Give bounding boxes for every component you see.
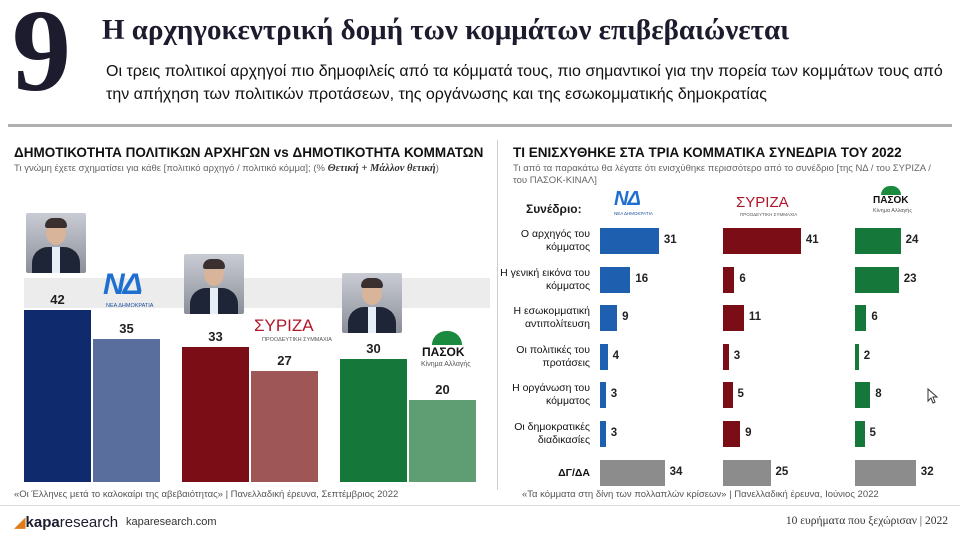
bar-value-0-1: 16	[635, 272, 649, 285]
mouse-cursor-icon	[927, 388, 939, 404]
bar-value-2-3: 2	[863, 349, 871, 362]
leader-value-2: 30	[366, 341, 381, 356]
bar-value-2-0: 24	[905, 234, 919, 246]
bar-value-2-4: 8	[875, 388, 882, 401]
bar-value-1-3: 3	[733, 349, 741, 362]
leader-photo-syriza	[184, 254, 244, 314]
category-label-3: Οι πολιτικές του προτάσεις	[516, 343, 590, 369]
leader-bar-0	[24, 309, 91, 482]
category-label-5: Οι δημοκρατικές διαδικασίες	[514, 421, 590, 446]
bar-value-0-5: 3	[610, 427, 618, 439]
bar-value-1-0: 41	[805, 234, 819, 246]
brand-logo: ◢kaparesearch	[14, 514, 119, 531]
bar-0-6	[600, 459, 665, 486]
party-bar-2	[409, 400, 476, 482]
category-label-2: Η εσωκομματική αντιπολίτευση	[513, 305, 590, 331]
leader-value-0: 42	[50, 291, 65, 307]
category-label-6: ΔΓ/ΔΑ	[558, 466, 590, 479]
leader-photo-nd	[26, 213, 86, 273]
bar-0-3	[600, 343, 608, 370]
bar-1-2	[723, 305, 744, 332]
category-label-4: Η οργάνωση του κόμματος	[512, 382, 590, 408]
party-value-1: 27	[277, 353, 292, 369]
bar-value-1-5: 9	[745, 427, 752, 439]
category-label-1: Η γενική εικόνα του κόμματος	[500, 266, 590, 292]
left-chart-source: «Οι Έλληνες μετά το καλοκαίρι της αβεβαι…	[14, 489, 399, 500]
brand-url[interactable]: kaparesearch.com	[126, 516, 217, 528]
section-separator	[497, 140, 498, 490]
party-value-2: 20	[435, 382, 450, 397]
congress-label: Συνέδριο:	[526, 202, 582, 216]
bar-1-6	[723, 459, 771, 486]
chart-background-band	[24, 278, 490, 308]
footer-divider	[0, 505, 960, 506]
bar-value-2-2: 6	[871, 311, 878, 324]
bar-0-0	[600, 228, 659, 254]
party-value-0: 35	[119, 320, 134, 336]
bar-value-0-0: 31	[663, 234, 677, 246]
bar-value-0-3: 4	[612, 349, 619, 362]
bar-2-1	[855, 266, 899, 293]
bar-0-5	[600, 421, 606, 447]
left-chart-question: Τι γνώμη έχετε σχηματίσει για κάθε [πολι…	[14, 163, 439, 174]
bar-2-0	[855, 228, 901, 254]
leader-bar-1	[182, 346, 249, 482]
bar-value-0-6: 34	[669, 465, 683, 478]
bar-0-4	[600, 382, 606, 409]
bar-1-3	[723, 343, 729, 370]
leader-bar-2	[340, 359, 407, 482]
category-label-0: Ο αρχηγός του κόμματος	[520, 228, 590, 253]
bar-2-5	[855, 421, 865, 447]
bar-2-2	[855, 305, 867, 332]
bar-value-1-2: 11	[748, 311, 762, 324]
right-chart-source: «Τα κόμματα στη δίνη των πολλαπλών κρίσε…	[522, 489, 879, 500]
bar-0-2	[600, 305, 618, 332]
page-subtitle: Οι τρεις πολιτικοί αρχηγοί πιο δημοφιλεί…	[106, 63, 943, 103]
left-chart-title: ΔΗΜΟΤΙΚΟΤΗΤΑ ΠΟΛΙΤΙΚΩΝ ΑΡΧΗΓΩΝ vs ΔΗΜΟΤΙ…	[14, 145, 484, 160]
bar-1-1	[723, 266, 735, 293]
finding-number: 9	[12, 0, 71, 116]
party-bar-1	[251, 371, 318, 482]
bar-value-2-5: 5	[869, 427, 876, 439]
bar-1-0	[723, 228, 801, 254]
bar-value-2-1: 23	[903, 272, 917, 285]
bar-0-1	[600, 266, 631, 293]
bar-2-4	[855, 382, 871, 409]
bar-value-0-2: 9	[622, 311, 629, 324]
bar-value-2-6: 32	[920, 465, 934, 478]
bar-value-1-1: 6	[739, 272, 746, 285]
bar-2-3	[855, 343, 859, 370]
bar-1-5	[723, 421, 741, 447]
leader-value-1: 33	[208, 328, 223, 344]
bar-value-1-6: 25	[775, 465, 789, 478]
footer-series-label: 10 ευρήματα που ξεχώρισαν | 2022	[785, 515, 948, 527]
bar-2-6	[855, 459, 916, 486]
party-bar-0	[93, 338, 160, 482]
header-divider	[8, 124, 952, 127]
bar-1-4	[723, 382, 733, 409]
right-chart-question: Τι από τα παρακάτω θα λέγατε ότι ενισχύθ…	[513, 163, 931, 186]
bar-value-0-4: 3	[610, 388, 618, 401]
page-title: Η αρχηγοκεντρική δομή των κομμάτων επιβε…	[102, 14, 790, 46]
leader-photo-pasok	[342, 273, 402, 333]
bar-value-1-4: 5	[737, 388, 744, 401]
right-chart-title: ΤΙ ΕΝΙΣΧΥΘΗΚΕ ΣΤΑ ΤΡΙΑ ΚΟΜΜΑΤΙΚΑ ΣΥΝΕΔΡΙ…	[513, 145, 902, 160]
